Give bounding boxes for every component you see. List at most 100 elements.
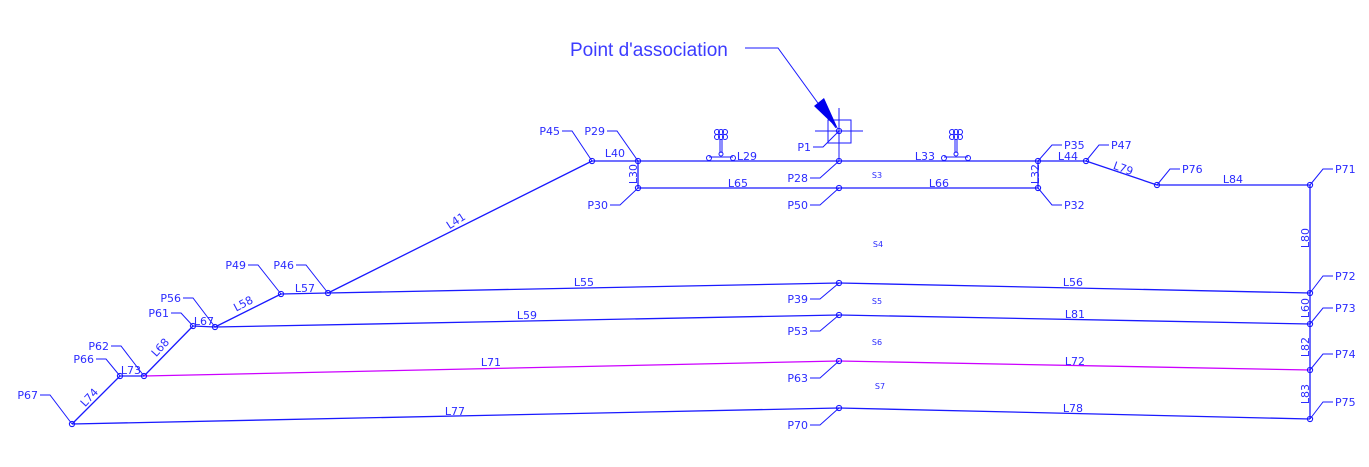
segment-l72[interactable] [838, 360, 1311, 371]
leader-line [296, 264, 329, 294]
leader-line [111, 345, 145, 377]
association-crosshair-icon [815, 108, 863, 161]
segment-l59[interactable] [214, 314, 840, 328]
surface-label: S3 [872, 171, 882, 180]
line-label: L84 [1223, 173, 1243, 186]
point-label: P56 [160, 292, 181, 305]
point-node[interactable] [588, 157, 596, 165]
segment-l41[interactable] [327, 160, 593, 294]
point-node[interactable] [634, 184, 642, 192]
point-node[interactable] [1306, 289, 1314, 297]
segment-l68[interactable] [143, 325, 194, 377]
line-label: L71 [481, 356, 501, 369]
line-label: L40 [605, 147, 625, 160]
point-node[interactable] [1082, 157, 1090, 165]
leader-line [810, 187, 840, 206]
leader-line [40, 394, 73, 425]
line-label: L68 [149, 336, 172, 360]
point-node[interactable] [1306, 320, 1314, 328]
point-node[interactable] [1153, 181, 1161, 189]
point-label: P47 [1111, 139, 1132, 152]
point-label: P50 [787, 199, 808, 212]
point-node[interactable] [835, 357, 843, 365]
line-label: L79 [1112, 159, 1135, 178]
line-label: L65 [728, 177, 748, 190]
point-node[interactable] [116, 372, 124, 380]
point-node[interactable] [189, 322, 197, 330]
rail-symbol-icon [706, 129, 736, 161]
line-label: L41 [444, 210, 468, 232]
point-node[interactable] [277, 290, 285, 298]
point-label: P67 [17, 389, 38, 402]
surface-label: S7 [875, 382, 885, 391]
point-node[interactable] [68, 420, 76, 428]
point-label: P72 [1335, 270, 1356, 283]
point-node[interactable] [211, 323, 219, 331]
line-label: L56 [1063, 276, 1083, 289]
leader-line [248, 264, 282, 295]
point-label: P66 [73, 353, 94, 366]
segment-l74[interactable] [71, 375, 121, 425]
point-label: P28 [787, 172, 808, 185]
point-label: P35 [1064, 139, 1085, 152]
line-label: L77 [445, 405, 465, 418]
point-label: P45 [539, 125, 560, 138]
leader-line [810, 282, 840, 300]
association-point-title: Point d'association [570, 40, 728, 61]
arrowhead-icon [814, 98, 838, 129]
line-label: L78 [1063, 402, 1083, 415]
point-node[interactable] [835, 279, 843, 287]
line-label: L33 [915, 150, 935, 163]
point-label: P61 [148, 307, 169, 320]
point-label: P62 [88, 340, 109, 353]
point-label: P63 [787, 372, 808, 385]
segment-l55[interactable] [327, 282, 840, 294]
leader-line [1309, 275, 1333, 294]
point-node[interactable] [1306, 181, 1314, 189]
point-node[interactable] [324, 289, 332, 297]
line-label: L58 [231, 293, 255, 314]
segment-l79[interactable] [1085, 160, 1158, 186]
line-label: L66 [929, 177, 949, 190]
leader-line [1309, 353, 1333, 371]
segment-l56[interactable] [838, 282, 1311, 294]
point-node[interactable] [1306, 366, 1314, 374]
point-node[interactable] [835, 311, 843, 319]
leader-line [1309, 307, 1333, 325]
leader-line [810, 160, 840, 179]
line-label: L82 [1299, 337, 1312, 357]
segment-l58[interactable] [214, 293, 282, 328]
leader-line [1156, 168, 1180, 186]
line-label: L81 [1065, 308, 1085, 321]
segment-l77[interactable] [71, 407, 840, 425]
segment-l67[interactable] [192, 325, 216, 328]
line-label: L30 [627, 164, 640, 184]
point-node[interactable] [634, 157, 642, 165]
segment-l57[interactable] [280, 292, 329, 295]
segment-l81[interactable] [838, 314, 1311, 325]
line-label: L55 [574, 276, 594, 289]
line-label: L80 [1299, 228, 1312, 248]
line-label: L60 [1299, 298, 1312, 318]
point-node[interactable] [1034, 184, 1042, 192]
leader-line [1085, 144, 1109, 162]
leader-line [810, 407, 840, 426]
point-node[interactable] [1306, 415, 1314, 423]
line-label: L83 [1299, 384, 1312, 404]
segment-l71[interactable] [143, 360, 840, 377]
point-label: P1 [797, 141, 811, 154]
association-leader [745, 47, 837, 129]
segment-l78[interactable] [838, 407, 1311, 420]
surface-label: S6 [872, 338, 882, 347]
leader-line [96, 358, 121, 377]
point-node[interactable] [140, 372, 148, 380]
point-label: P53 [787, 325, 808, 338]
line-label: L74 [78, 386, 101, 410]
leader-line [607, 130, 639, 162]
rail-symbol-icon [941, 129, 971, 161]
point-node[interactable] [835, 404, 843, 412]
leader-line [183, 297, 216, 328]
point-node[interactable] [1034, 157, 1042, 165]
point-node[interactable] [835, 184, 843, 192]
